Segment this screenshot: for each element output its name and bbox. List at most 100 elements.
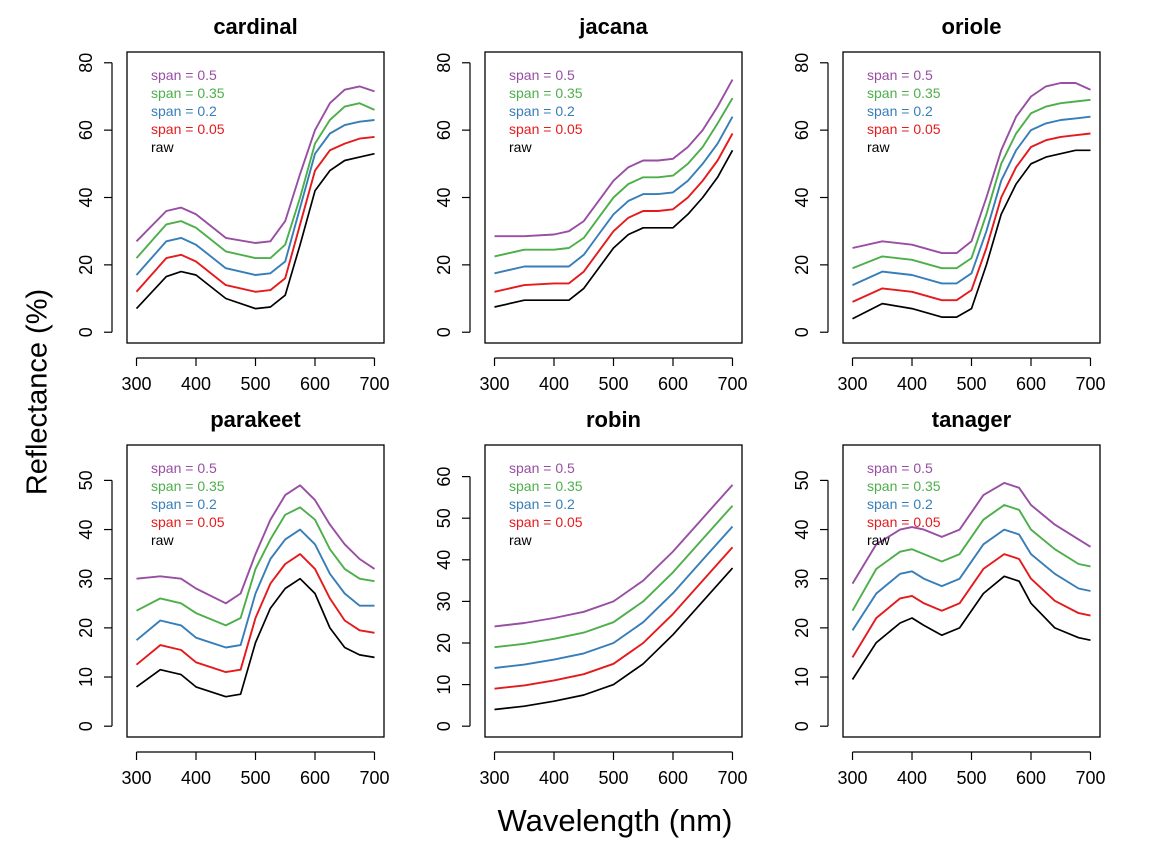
legend-entry: span = 0.2 (151, 496, 217, 512)
y-tick-label: 20 (792, 255, 812, 275)
series-line (852, 98, 1091, 270)
series-line (494, 79, 734, 238)
series-line (494, 116, 734, 275)
plot-frame (126, 51, 385, 344)
series-line (135, 119, 375, 276)
panel-tanager: tanager 300 400 500 600 700 0 10 20 30 40 50 span = … (792, 407, 1106, 788)
y-tick-label: 40 (434, 550, 454, 570)
x-tick-label: 400 (181, 768, 211, 788)
panel-title: parakeet (210, 407, 301, 432)
series-line (135, 152, 375, 310)
x-tick-label: 400 (539, 374, 569, 394)
series-line (136, 484, 376, 605)
legend-entry: span = 0.5 (867, 460, 933, 476)
series-line (136, 506, 375, 627)
x-tick-label: 500 (956, 374, 986, 394)
series-line (851, 504, 1091, 612)
y-tick-label: 0 (76, 327, 96, 337)
y-tick-label: 80 (76, 53, 96, 73)
legend-entry: span = 0.35 (151, 478, 225, 494)
y-tick-label: 50 (792, 470, 812, 490)
series-line (851, 553, 1091, 658)
y-tick-label: 40 (792, 187, 812, 207)
x-tick-label: 700 (717, 374, 747, 394)
x-tick-label: 500 (240, 768, 270, 788)
series-line (494, 505, 734, 649)
series-line (852, 132, 1091, 303)
panel-title: robin (586, 407, 641, 432)
y-tick-label: 10 (434, 675, 454, 695)
legend-entry: raw (509, 532, 532, 548)
y-tick-label: 20 (434, 633, 454, 653)
y-tick-label: 80 (434, 53, 454, 73)
y-tick-label: 50 (76, 470, 96, 490)
y-tick-label: 30 (76, 569, 96, 589)
series-line (852, 115, 1091, 286)
y-tick-label: 60 (792, 120, 812, 140)
x-tick-label: 300 (837, 768, 867, 788)
x-tick-label: 700 (359, 768, 389, 788)
legend-entry: span = 0.35 (867, 85, 941, 101)
x-tick-label: 600 (658, 768, 688, 788)
y-tick-label: 40 (76, 187, 96, 207)
y-tick-label: 0 (792, 327, 812, 337)
plot-frame (484, 51, 743, 344)
panel-title: oriole (942, 14, 1002, 39)
legend-entry: span = 0.2 (867, 103, 933, 119)
x-tick-label: 300 (479, 374, 509, 394)
panel-cardinal: cardinal 300 400 500 600 700 0 20 40 60 80 span = 0… (76, 14, 390, 394)
x-tick-label: 700 (1075, 768, 1105, 788)
y-tick-label: 20 (434, 255, 454, 275)
x-tick-label: 500 (598, 768, 628, 788)
y-tick-label: 60 (434, 467, 454, 487)
legend-entry: span = 0.2 (509, 496, 575, 512)
plot-frame (126, 444, 385, 738)
legend-entry: span = 0.5 (151, 460, 217, 476)
plot-frame (842, 444, 1101, 738)
legend-entry: raw (509, 139, 532, 155)
legend-entry: raw (151, 532, 174, 548)
legend-entry: span = 0.2 (151, 103, 217, 119)
y-tick-label: 30 (434, 591, 454, 611)
legend-entry: span = 0.5 (151, 67, 217, 83)
series-line (136, 577, 375, 698)
legend-entry: span = 0.2 (509, 103, 575, 119)
y-tick-label: 30 (792, 569, 812, 589)
series-line (494, 525, 734, 669)
series-line (135, 528, 375, 649)
y-tick-label: 40 (792, 520, 812, 540)
panel-title: tanager (932, 407, 1012, 432)
legend-entry: span = 0.35 (509, 85, 583, 101)
series-line (851, 575, 1091, 680)
legend-entry: span = 0.35 (151, 85, 225, 101)
x-tick-label: 400 (181, 374, 211, 394)
legend-entry: span = 0.05 (151, 121, 225, 137)
panel-parakeet: parakeet 300 400 500 600 700 0 10 20 30 40 50 span =… (76, 407, 390, 788)
x-tick-label: 600 (1016, 374, 1046, 394)
series-line (852, 82, 1091, 255)
series-line (852, 149, 1091, 320)
x-tick-label: 700 (717, 768, 747, 788)
legend-entry: raw (867, 139, 890, 155)
y-tick-label: 20 (76, 618, 96, 638)
y-tick-label: 0 (434, 327, 454, 337)
x-tick-label: 600 (300, 374, 330, 394)
series-line (494, 567, 734, 711)
legend-entry: raw (867, 532, 890, 548)
legend-entry: span = 0.05 (509, 514, 583, 530)
x-tick-label: 500 (240, 374, 270, 394)
legend-entry: span = 0.05 (151, 514, 225, 530)
x-tick-label: 300 (479, 768, 509, 788)
x-tick-label: 500 (956, 768, 986, 788)
x-tick-label: 700 (359, 374, 389, 394)
panel-robin: robin 300 400 500 600 700 0 10 20 30 40 50 60 span = … (434, 407, 748, 788)
series-line (494, 546, 734, 690)
series-line (494, 133, 734, 293)
x-tick-label: 400 (539, 768, 569, 788)
x-tick-label: 500 (598, 374, 628, 394)
x-tick-label: 400 (897, 768, 927, 788)
series-line (851, 481, 1092, 585)
series-line (494, 97, 734, 258)
legend-entry: span = 0.35 (867, 478, 941, 494)
